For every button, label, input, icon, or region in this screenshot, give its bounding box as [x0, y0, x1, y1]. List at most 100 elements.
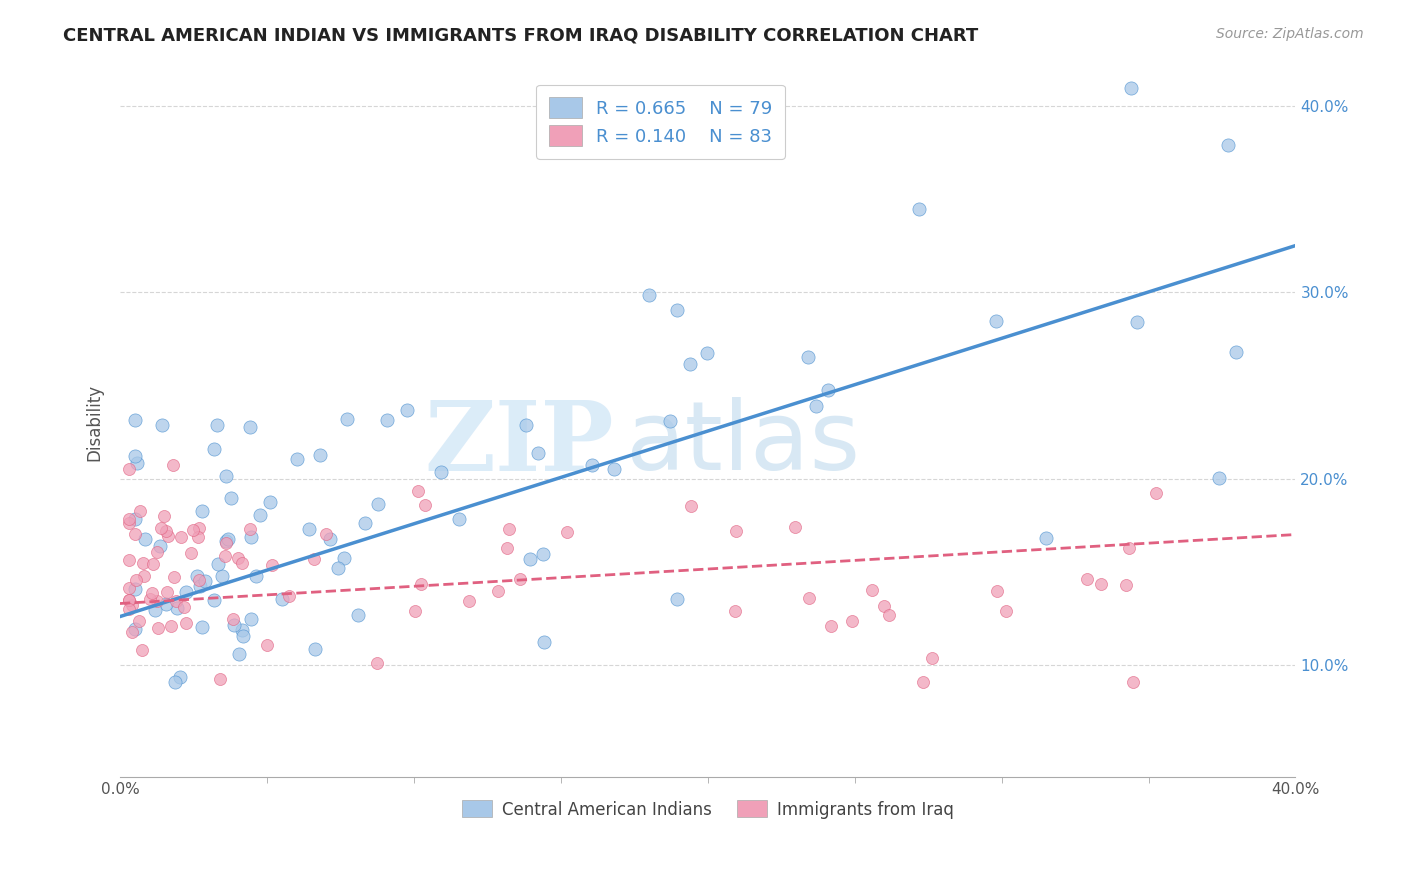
- Point: [165, 674, 187, 689]
- Point: [187, 530, 209, 544]
- Point: [921, 650, 943, 665]
- Point: [396, 403, 419, 417]
- Point: [347, 608, 370, 623]
- Point: [176, 585, 198, 599]
- Point: [404, 604, 426, 618]
- Point: [118, 516, 141, 530]
- Point: [138, 592, 160, 607]
- Text: atlas: atlas: [626, 398, 860, 491]
- Point: [160, 619, 183, 633]
- Point: [155, 585, 177, 599]
- Point: [190, 504, 212, 518]
- Point: [188, 521, 211, 535]
- Point: [666, 591, 689, 606]
- Point: [193, 574, 215, 588]
- Point: [221, 612, 243, 626]
- Point: [204, 593, 226, 607]
- Point: [128, 614, 150, 628]
- Point: [132, 556, 155, 570]
- Point: [165, 594, 187, 608]
- Point: [984, 313, 1007, 327]
- Point: [555, 524, 578, 539]
- Point: [146, 621, 169, 635]
- Point: [181, 523, 204, 537]
- Point: [1119, 81, 1142, 95]
- Point: [150, 521, 173, 535]
- Point: [121, 625, 143, 640]
- Point: [509, 572, 531, 586]
- Point: [531, 547, 554, 561]
- Y-axis label: Disability: Disability: [86, 384, 103, 461]
- Point: [298, 522, 321, 536]
- Point: [486, 584, 509, 599]
- Point: [1090, 576, 1112, 591]
- Point: [1115, 578, 1137, 592]
- Point: [211, 568, 233, 582]
- Point: [1225, 344, 1247, 359]
- Point: [256, 638, 278, 652]
- Point: [215, 533, 238, 548]
- Point: [366, 657, 388, 671]
- Point: [141, 586, 163, 600]
- Point: [124, 582, 146, 597]
- Point: [724, 524, 747, 539]
- Point: [232, 629, 254, 643]
- Point: [124, 573, 146, 587]
- Point: [149, 539, 172, 553]
- Point: [118, 593, 141, 607]
- Point: [118, 462, 141, 476]
- Text: ZIP: ZIP: [425, 397, 613, 491]
- Point: [162, 458, 184, 473]
- Point: [214, 549, 236, 563]
- Point: [457, 593, 479, 607]
- Point: [134, 532, 156, 546]
- Point: [188, 573, 211, 587]
- Point: [679, 357, 702, 371]
- Point: [820, 619, 842, 633]
- Text: CENTRAL AMERICAN INDIAN VS IMMIGRANTS FROM IRAQ DISABILITY CORRELATION CHART: CENTRAL AMERICAN INDIAN VS IMMIGRANTS FR…: [63, 27, 979, 45]
- Point: [125, 456, 148, 470]
- Point: [124, 622, 146, 636]
- Point: [215, 536, 238, 550]
- Point: [124, 449, 146, 463]
- Point: [408, 483, 430, 498]
- Point: [287, 452, 309, 467]
- Point: [873, 599, 896, 614]
- Point: [336, 411, 359, 425]
- Point: [118, 552, 141, 566]
- Point: [413, 498, 436, 512]
- Point: [215, 469, 238, 483]
- Point: [533, 635, 555, 649]
- Point: [153, 508, 176, 523]
- Point: [118, 512, 141, 526]
- Legend: Central American Indians, Immigrants from Iraq: Central American Indians, Immigrants fro…: [456, 794, 960, 825]
- Point: [603, 462, 626, 476]
- Point: [155, 597, 177, 611]
- Point: [155, 524, 177, 538]
- Point: [170, 530, 193, 544]
- Point: [228, 551, 250, 566]
- Point: [860, 582, 883, 597]
- Point: [121, 598, 143, 612]
- Point: [219, 491, 242, 506]
- Point: [526, 446, 548, 460]
- Point: [162, 569, 184, 583]
- Point: [430, 466, 453, 480]
- Point: [986, 584, 1008, 599]
- Point: [124, 512, 146, 526]
- Text: Source: ZipAtlas.com: Source: ZipAtlas.com: [1216, 27, 1364, 41]
- Point: [315, 527, 337, 541]
- Point: [143, 603, 166, 617]
- Point: [841, 614, 863, 628]
- Point: [637, 287, 659, 301]
- Point: [224, 617, 246, 632]
- Point: [150, 417, 173, 432]
- Point: [166, 601, 188, 615]
- Point: [877, 607, 900, 622]
- Point: [118, 593, 141, 607]
- Point: [409, 577, 432, 591]
- Point: [142, 558, 165, 572]
- Point: [124, 413, 146, 427]
- Point: [658, 414, 681, 428]
- Point: [1216, 138, 1239, 153]
